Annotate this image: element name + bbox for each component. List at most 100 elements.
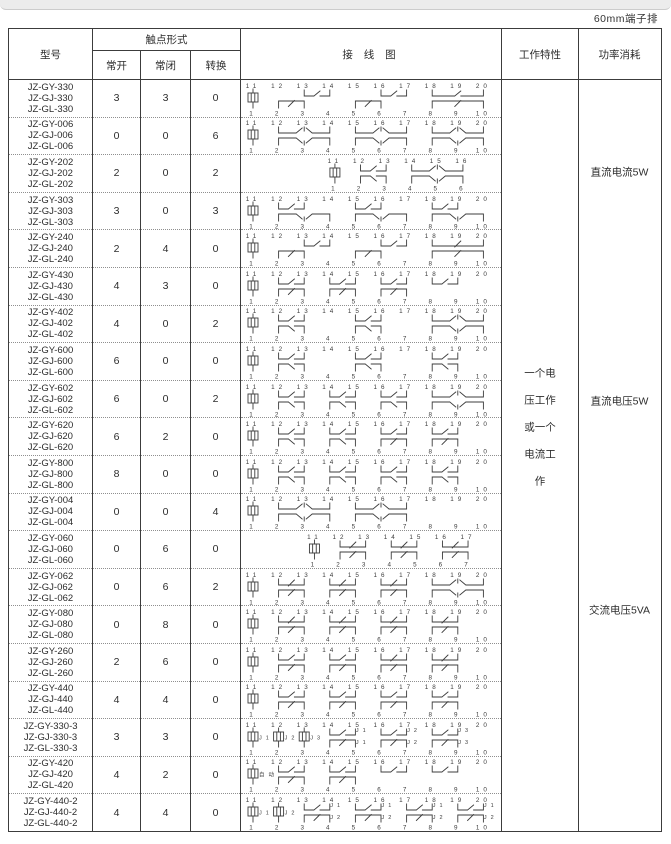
normally-open-count: 3	[93, 719, 140, 757]
normally-open-count: 4	[93, 306, 140, 344]
diagram-text: 1	[249, 298, 257, 305]
diagram-text: 13	[297, 308, 312, 315]
diagram-text: 19	[450, 120, 465, 127]
diagram-text: 1	[249, 373, 257, 380]
wiring-diagram-cell: 11 12 13 14 15 16 17 18 19 20 1 2 3 4 5 6 7 8 9 10	[241, 193, 501, 231]
contact-symbols	[250, 614, 459, 635]
diagram-text: 8	[428, 223, 436, 230]
diagram-text: 15	[430, 158, 445, 165]
diagram-text: 7	[403, 336, 411, 343]
normally-closed-count: 0	[141, 494, 190, 532]
diagram-text: 15	[409, 534, 424, 541]
diagram-text: J2	[407, 728, 421, 734]
diagram-text: 4	[326, 261, 334, 268]
diagram-text: 13	[297, 384, 312, 391]
diagram-text: 11	[246, 797, 261, 804]
model-name: JZ-GJ-600	[28, 355, 73, 367]
diagram-text: 2	[275, 298, 283, 305]
diagram-text: 10	[476, 524, 491, 531]
coil-symbol	[247, 581, 259, 591]
diagram-text: 12	[271, 459, 286, 466]
diagram-text: 13	[297, 647, 312, 654]
diagram-text: 4	[326, 674, 334, 681]
diagram-text: 7	[464, 561, 472, 568]
diagram-text: 2	[275, 110, 283, 117]
diagram-text: 17	[399, 759, 414, 766]
diagram-text: 4	[387, 561, 395, 568]
normally-open-count: 3	[93, 193, 140, 231]
diagram-text: 15	[348, 346, 363, 353]
diagram-text: 9	[454, 223, 462, 230]
model-name: JZ-GJ-060	[28, 543, 73, 555]
diagram-text: 20	[476, 647, 491, 654]
model-name: JZ-GJ-330-3	[23, 731, 78, 743]
model-name: JZ-GL-202	[27, 178, 74, 190]
diagram-text: 18	[425, 346, 440, 353]
model-name: JZ-GL-006	[27, 141, 74, 153]
diagram-text: 1	[331, 185, 339, 192]
working-characteristic-line: 或一个	[524, 421, 556, 434]
model-name: JZ-GY-420	[27, 758, 74, 770]
diagram-text: 7	[403, 787, 411, 794]
model-name: JZ-GL-004	[27, 517, 74, 529]
diagram-text: 18	[425, 684, 440, 691]
normally-open-count: 4	[93, 682, 140, 720]
diagram-text: 13	[297, 233, 312, 240]
changeover-count: 3	[191, 193, 240, 231]
diagram-text: J1	[259, 811, 273, 817]
diagram-text: 18	[425, 271, 440, 278]
diagram-text: 4	[326, 298, 334, 305]
normally-open-count: 0	[93, 569, 140, 607]
diagram-text: 10	[476, 749, 491, 756]
diagram-text: 5	[352, 825, 360, 831]
diagram-text: 4	[326, 712, 334, 719]
diagram-text: 17	[399, 421, 414, 428]
diagram-text: 17	[399, 572, 414, 579]
diagram-text: J2	[330, 815, 344, 821]
model-name: JZ-GY-620	[27, 420, 74, 432]
diagram-text: 15	[348, 308, 363, 315]
wiring-diagram-cell: 11 12 13 14 15 16 17 18 19 20 1 2 3 4 5 6 7 8 9 10	[241, 230, 501, 268]
diagram-text: 1	[249, 486, 257, 493]
diagram-text: 4	[408, 185, 416, 192]
model-cell: JZ-GY-800 JZ-GJ-800 JZ-GL-800	[9, 456, 92, 494]
diagram-text: 12	[271, 609, 286, 616]
power-consumption-label: 交流电压5VA	[588, 604, 651, 617]
diagram-text: 6	[377, 223, 385, 230]
diagram-text: 8	[428, 449, 436, 456]
diagram-text: 5	[434, 185, 442, 192]
relay-spec-table: 型号 触点形式 常开 常闭 转换 接 线 图 工作特性 功率消耗 JZ-GY-3…	[8, 28, 662, 832]
model-name: JZ-GJ-303	[28, 205, 73, 217]
diagram-text: 12	[271, 759, 286, 766]
diagram-text: 10	[476, 674, 491, 681]
changeover-count: 0	[191, 644, 240, 682]
model-name: JZ-GL-800	[27, 479, 74, 491]
wiring-diagram-column: 11 12 13 14 15 16 17 18 19 20 1 2 3 4 5 6 7 8 9 10 11 12 13 14 1…	[241, 80, 502, 831]
header-contact-form-group: 触点形式 常开 常闭 转换	[93, 29, 241, 79]
normally-closed-count: 0	[141, 306, 190, 344]
wiring-diagram-cell: 11 12 13 14 15 16 17 18 19 20 1 2 3 4 5 6 7 8 9 10	[241, 118, 501, 156]
diagram-text: 2	[275, 223, 283, 230]
coil-symbol	[247, 205, 259, 216]
diagram-text: 5	[352, 373, 360, 380]
diagram-text: 10	[476, 373, 491, 380]
model-name: JZ-GY-004	[27, 495, 74, 507]
normally-closed-count: 0	[141, 343, 190, 381]
diagram-text: 7	[403, 825, 411, 831]
changeover-count: 0	[191, 343, 240, 381]
diagram-text: 11	[246, 384, 261, 391]
diagram-text: J1	[356, 728, 370, 734]
wiring-diagram-cell: 11 12 13 14 15 16 17 18 19 20 1 2 3 4 5 6 7 8 9 10	[241, 418, 501, 456]
changeover-count: 0	[191, 719, 240, 757]
diagram-text: 10	[476, 411, 491, 418]
diagram-text: 3	[382, 185, 390, 192]
diagram-text: 19	[450, 684, 465, 691]
diagram-text: 8	[428, 674, 436, 681]
diagram-text: 12	[271, 308, 286, 315]
diagram-text: 19	[450, 384, 465, 391]
model-name: JZ-GY-602	[27, 382, 74, 394]
diagram-text: 8	[428, 373, 436, 380]
diagram-text: 11	[246, 722, 261, 729]
diagram-text: 9	[454, 787, 462, 794]
coil-symbol	[247, 355, 259, 366]
